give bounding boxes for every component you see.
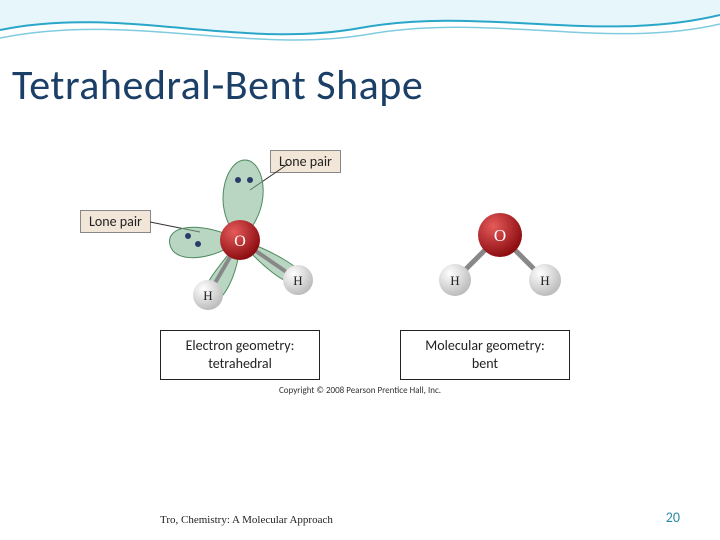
right-caption: Molecular geometry: bent xyxy=(400,330,570,380)
left-caption-line2: tetrahedral xyxy=(173,355,307,373)
banner-wave xyxy=(0,0,720,50)
copyright-text: Copyright © 2008 Pearson Prentice Hall, … xyxy=(80,385,640,396)
left-caption: Electron geometry: tetrahedral xyxy=(160,330,320,380)
slide-number: 20 xyxy=(666,509,680,526)
slide: Tetrahedral-Bent Shape Lone pair Lone pa… xyxy=(0,0,720,540)
atom-o-label: O xyxy=(234,233,246,250)
left-molecule: O H H xyxy=(140,150,360,320)
right-caption-line2: bent xyxy=(413,355,557,373)
atom-h2-label: H xyxy=(293,273,302,288)
diagram-area: Lone pair Lone pair xyxy=(80,150,640,410)
left-caption-line1: Electron geometry: xyxy=(173,337,307,355)
slide-title: Tetrahedral-Bent Shape xyxy=(12,60,423,111)
footer-source: Tro, Chemistry: A Molecular Approach xyxy=(160,514,333,526)
atom-h4-label: H xyxy=(540,273,549,288)
atom-h1-label: H xyxy=(203,288,212,303)
atom-h3-label: H xyxy=(450,273,459,288)
right-caption-line1: Molecular geometry: xyxy=(413,337,557,355)
atom-o2-label: O xyxy=(494,226,506,245)
right-molecule: O H H xyxy=(410,200,590,310)
